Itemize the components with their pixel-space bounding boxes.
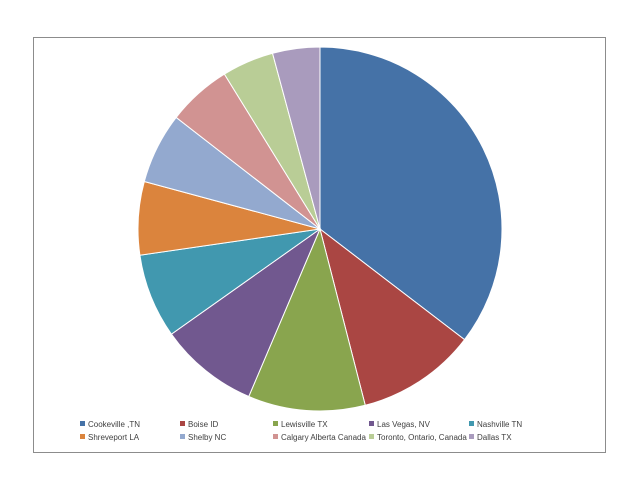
legend-swatch [80, 434, 85, 439]
pie-slice-2 [319, 227, 466, 406]
legend-label: Boise ID [188, 420, 219, 429]
legend-label: Cookeville ,TN [88, 420, 141, 429]
legend-swatch [369, 434, 374, 439]
legend-item: Shelby NC [180, 433, 226, 443]
legend-label: Las Vegas, NV [377, 420, 430, 429]
legend-swatch [369, 421, 374, 426]
pie-slice-10 [271, 46, 321, 230]
pie-slice-4 [170, 227, 322, 398]
legend-item: Boise ID [180, 420, 218, 430]
legend-item: Las Vegas, NV [369, 420, 430, 430]
legend-label: Shreveport LA [88, 433, 140, 442]
legend-label: Nashville TN [477, 420, 523, 429]
legend-swatch [80, 421, 85, 426]
legend-swatch [469, 434, 474, 439]
legend-swatch [180, 434, 185, 439]
legend-item: Toronto, Ontario, Canada [369, 433, 467, 443]
pie-slice-1 [319, 46, 503, 341]
legend-swatch [273, 434, 278, 439]
legend-label: Calgary Alberta Canada [281, 433, 366, 442]
legend-item: Dallas TX [469, 433, 512, 443]
legend-item: Nashville TN [469, 420, 522, 430]
legend-swatch [469, 421, 474, 426]
legend-item: Cookeville ,TN [80, 420, 140, 430]
legend-label: Dallas TX [477, 433, 512, 442]
legend-label: Lewisville TX [281, 420, 328, 429]
legend-label: Shelby NC [188, 433, 227, 442]
pie-slice-3 [248, 227, 366, 412]
legend-label: Toronto, Ontario, Canada [377, 433, 467, 442]
legend-item: Calgary Alberta Canada [273, 433, 366, 443]
legend-swatch [180, 421, 185, 426]
legend-swatch [273, 421, 278, 426]
legend-item: Lewisville TX [273, 420, 328, 430]
legend-item: Shreveport LA [80, 433, 139, 443]
